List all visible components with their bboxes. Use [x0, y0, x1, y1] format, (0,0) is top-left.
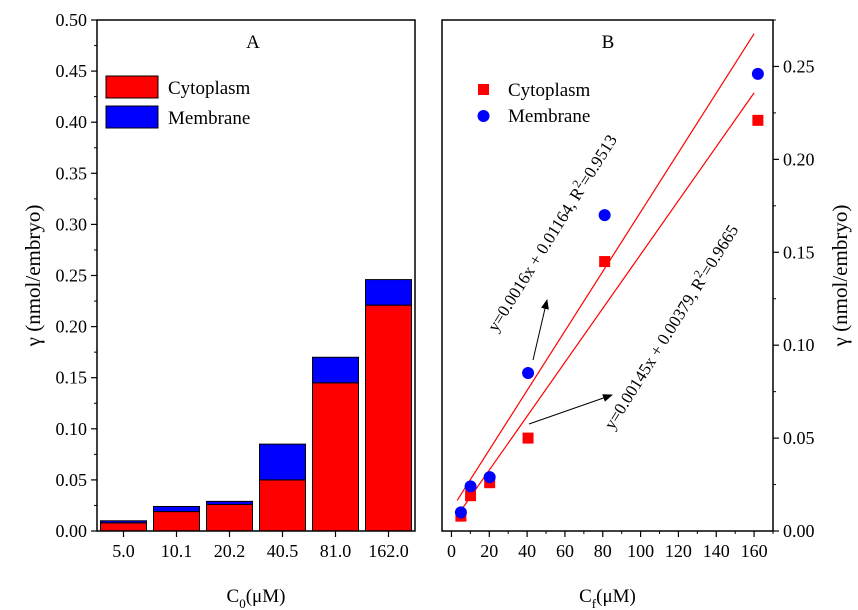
y-axis-label-a: γ (nmol/embryo): [21, 205, 45, 348]
y-tick-label: 0.20: [56, 317, 88, 337]
x-tick-label: 40: [518, 541, 536, 561]
bar-membrane-5: [365, 279, 412, 306]
x-tick-label: 160: [741, 541, 768, 561]
arrow-cytoplasm: [528, 394, 613, 425]
bar-cytoplasm-4: [312, 382, 359, 532]
legend-marker-cytoplasm: [478, 84, 489, 95]
y-tick-label: 0.10: [783, 335, 815, 355]
panel-label-b: B: [602, 32, 615, 53]
point-membrane: [598, 209, 611, 222]
y-tick-label: 0.15: [783, 242, 815, 262]
bar-cytoplasm-5: [365, 304, 412, 532]
x-tick-label: 60: [556, 541, 574, 561]
y-tick-label: 0.05: [56, 470, 88, 490]
point-membrane: [464, 480, 477, 493]
x-axis-label-a: C0(μM): [227, 586, 286, 610]
legend-marker-membrane: [477, 110, 490, 122]
bar-membrane-1: [153, 505, 200, 513]
y-tick-label: 0.40: [56, 112, 88, 132]
bar-membrane-4: [312, 356, 359, 384]
x-tick-label: 100: [627, 541, 654, 561]
y-tick-label: 0.20: [783, 149, 815, 169]
bar-membrane-2: [206, 500, 253, 505]
point-membrane: [751, 67, 764, 80]
legend-label-membrane: Membrane: [168, 108, 250, 129]
y-tick-label: 0.35: [56, 163, 88, 183]
legend-swatch-membrane: [105, 105, 159, 129]
x-axis-label-b: Cf(μM): [579, 586, 636, 610]
x-tick-label: 80: [594, 541, 612, 561]
x-tick-label: 120: [665, 541, 692, 561]
y-tick-label: 0.30: [56, 214, 88, 234]
legend-label-cytoplasm: Cytoplasm: [508, 80, 591, 101]
y-tick-label: 0.50: [56, 10, 88, 30]
point-membrane: [522, 367, 535, 380]
y-tick-label: 0.25: [783, 56, 815, 76]
y-tick-label: 0.05: [783, 428, 815, 448]
x-tick-label: 10.1: [161, 541, 193, 561]
bar-membrane-3: [259, 443, 306, 481]
x-tick-label: 0: [447, 541, 456, 561]
x-tick-label: 81.0: [320, 541, 352, 561]
x-tick-label: 140: [703, 541, 730, 561]
y-tick-label: 0.00: [56, 521, 88, 541]
panel-a: 5.0 10.1 20.2 40.5 81.0 162.0 0.00 0.05 0.10 0.15…: [21, 10, 416, 610]
point-cytoplasm: [752, 114, 764, 126]
y-axis-label-b: γ (nmol/embryo): [828, 205, 852, 348]
bar-cytoplasm-0: [100, 522, 147, 532]
point-cytoplasm: [465, 490, 477, 502]
point-membrane: [483, 471, 496, 484]
bar-cytoplasm-3: [259, 479, 306, 532]
fit-line-1: [456, 92, 755, 517]
panel-label-a: A: [246, 32, 260, 53]
bar-membrane-0: [100, 520, 147, 524]
panel-b: 0 20 40 60 80 100 120 140 160 0.00 0.05 0.10 0.15 0.2…: [441, 19, 852, 610]
bar-cytoplasm-1: [153, 511, 200, 532]
x-tick-label: 40.5: [267, 541, 299, 561]
bar-cytoplasm-2: [206, 503, 253, 532]
y-tick-label: 0.10: [56, 419, 88, 439]
fit-equation-cytoplasm: y=0.00145x + 0.00379, R2=0.9665: [598, 220, 742, 433]
plot-frame-b: [441, 19, 774, 532]
x-tick-label: 20: [480, 541, 498, 561]
arrow-membrane: [532, 299, 549, 361]
y-tick-label: 0.45: [56, 61, 88, 81]
point-cytoplasm: [599, 256, 611, 268]
x-tick-label: 5.0: [112, 541, 135, 561]
legend-label-cytoplasm: Cytoplasm: [168, 78, 251, 99]
y-tick-label: 0.00: [783, 521, 815, 541]
legend-swatch-cytoplasm: [105, 75, 159, 99]
point-cytoplasm: [522, 432, 534, 444]
fit-line-0: [456, 33, 755, 501]
x-tick-label: 162.0: [368, 541, 409, 561]
y-tick-label: 0.15: [56, 368, 88, 388]
y-tick-label: 0.25: [56, 266, 88, 286]
point-membrane: [454, 506, 467, 519]
x-tick-label: 20.2: [214, 541, 246, 561]
fit-equation-membrane: y=0.0016x + 0.01164, R2=0.9513: [481, 130, 621, 335]
legend-label-membrane: Membrane: [508, 106, 590, 127]
